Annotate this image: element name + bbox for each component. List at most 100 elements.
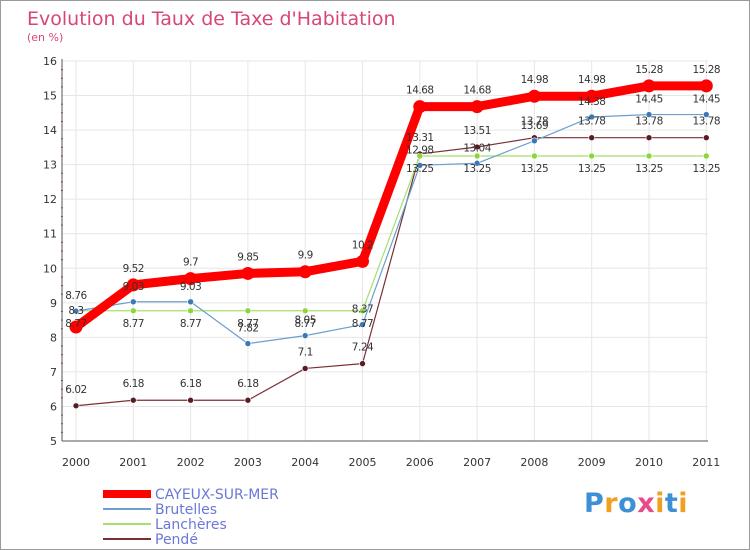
data-label: 14.98 [521, 74, 549, 86]
data-point-1 [416, 162, 424, 169]
data-label: 14.98 [578, 74, 606, 86]
logo-letter: o [618, 488, 638, 519]
data-labels: 8.3 9.52 9.7 9.85 9.9 10.2 14.68 14.68 14.98 14.9… [65, 64, 720, 396]
y-tick-label: 13 [43, 159, 57, 172]
data-point-0 [470, 100, 484, 114]
data-point-0 [69, 320, 83, 334]
logo-letter: t [664, 488, 679, 519]
data-label: 13.78 [578, 116, 606, 128]
x-tick-label: 2009 [578, 456, 606, 469]
x-tick-label: 2007 [463, 456, 491, 469]
data-label: 7.82 [237, 323, 258, 335]
data-label: 13.69 [521, 120, 549, 132]
x-tick-label: 2002 [177, 456, 205, 469]
y-tick-label: 5 [50, 435, 57, 448]
data-point-1 [702, 111, 710, 118]
data-label: 7.24 [352, 342, 374, 354]
data-label: 14.45 [635, 94, 663, 106]
data-point-1 [130, 298, 137, 306]
y-tick-label: 14 [43, 124, 57, 137]
data-point-2 [645, 152, 653, 160]
chart-subtitle: (en %) [27, 31, 63, 44]
data-point-1 [473, 159, 481, 167]
data-label: 13.25 [693, 163, 721, 175]
data-point-0 [585, 89, 599, 103]
logo-letter: x [637, 488, 656, 519]
legend-label: Pendé [155, 532, 198, 548]
data-point-1 [301, 332, 309, 339]
data-label: 8.76 [65, 290, 87, 302]
data-label: 12.98 [406, 144, 434, 156]
y-tick-label: 7 [50, 366, 57, 379]
data-label: 8.77 [180, 318, 201, 330]
data-point-1 [645, 111, 653, 118]
y-tick-label: 6 [50, 400, 57, 413]
data-point-0 [699, 79, 713, 93]
data-label: 6.18 [180, 378, 201, 390]
logo-letter: P [584, 488, 605, 519]
data-label: 13.25 [463, 163, 491, 175]
data-label: 13.78 [635, 116, 663, 128]
data-point-0 [184, 272, 198, 286]
data-point-2 [416, 152, 424, 160]
data-point-3 [301, 365, 309, 372]
data-label: 9.9 [298, 250, 313, 262]
data-label: 14.45 [693, 94, 721, 106]
data-label: 9.7 [183, 257, 198, 269]
x-tick-label: 2008 [520, 456, 548, 469]
data-label: 8.05 [295, 315, 316, 327]
data-point-0 [642, 79, 656, 93]
data-point-3 [130, 396, 137, 404]
data-label: 8.77 [123, 318, 144, 330]
series-line-2 [75, 155, 707, 312]
data-label: 13.25 [406, 163, 434, 175]
x-tick-label: 2006 [406, 456, 434, 469]
data-point-3 [187, 396, 194, 404]
x-tick-label: 2011 [692, 456, 720, 469]
data-label: 9.03 [123, 281, 144, 293]
data-point-0 [356, 254, 369, 268]
data-point-0 [126, 278, 140, 292]
data-point-2 [244, 307, 252, 315]
data-label: 13.51 [463, 125, 491, 137]
data-label: 13.25 [635, 163, 663, 175]
data-point-0 [413, 100, 427, 114]
data-point-1 [187, 298, 194, 306]
x-tick-label: 2003 [234, 456, 262, 469]
logo-letter: i [655, 488, 665, 519]
data-point-3 [244, 396, 252, 404]
data-point-3 [359, 360, 366, 367]
data-point-3 [473, 143, 481, 151]
data-point-2 [531, 152, 538, 160]
y-tick-label: 8 [50, 331, 57, 344]
data-point-2 [301, 307, 309, 315]
data-point-1 [72, 307, 80, 315]
legend-label: Lanchères [155, 517, 227, 533]
data-point-1 [588, 113, 596, 121]
series-line-3 [75, 137, 707, 407]
data-label: 9.85 [237, 251, 258, 263]
data-label: 8.77 [352, 318, 373, 330]
series-line-0 [71, 81, 711, 332]
proxiti-logo: Proxiti [584, 488, 688, 519]
data-label: 10.2 [352, 239, 373, 251]
data-point-1 [531, 137, 538, 145]
data-point-2 [187, 307, 194, 315]
data-point-2 [359, 307, 366, 315]
y-tick-label: 12 [43, 193, 57, 206]
y-tick-label: 9 [50, 297, 57, 310]
data-point-3 [645, 134, 653, 141]
data-label: 9.03 [180, 281, 201, 293]
data-label: 13.04 [463, 142, 491, 154]
data-label: 14.38 [578, 96, 606, 108]
data-label: 8.77 [65, 318, 86, 330]
data-label: 6.18 [123, 378, 144, 390]
data-point-3 [588, 134, 596, 141]
data-label: 15.28 [693, 64, 721, 76]
series-lines [69, 79, 713, 410]
data-label: 15.28 [635, 64, 663, 76]
x-tick-label: 2005 [349, 456, 377, 469]
